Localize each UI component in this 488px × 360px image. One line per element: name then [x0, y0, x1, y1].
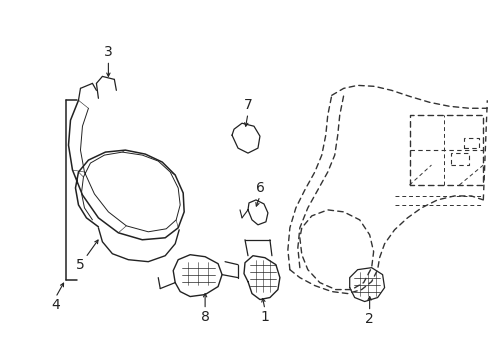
Text: 3: 3 [104, 45, 113, 59]
Text: 4: 4 [51, 297, 60, 311]
Text: 2: 2 [365, 312, 373, 327]
Text: 1: 1 [260, 310, 269, 324]
Text: 7: 7 [243, 98, 252, 112]
Text: 5: 5 [76, 258, 85, 272]
Text: 8: 8 [200, 310, 209, 324]
Text: 6: 6 [255, 181, 264, 195]
